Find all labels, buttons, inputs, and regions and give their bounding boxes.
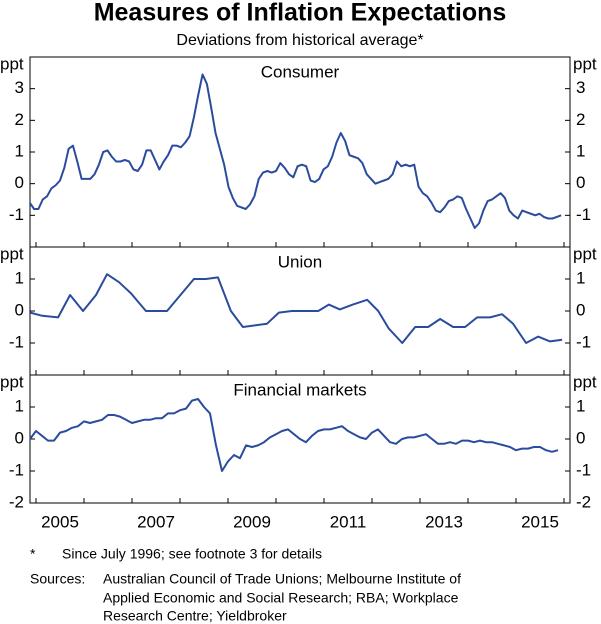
y-tick-label: 1	[576, 141, 585, 160]
y-tick-label: -2	[9, 492, 24, 511]
x-tick-label: 2013	[425, 512, 463, 531]
y-tick-label: -1	[9, 332, 24, 351]
x-tick-label: 2009	[233, 512, 271, 531]
y-tick-label: 0	[576, 173, 585, 192]
y-tick-label: 0	[15, 173, 24, 192]
y-tick-label: 1	[15, 141, 24, 160]
y-tick-label: 1	[15, 268, 24, 287]
x-tick-label: 2011	[330, 512, 367, 531]
panel-title: Union	[278, 252, 322, 271]
panel-title: Financial markets	[233, 380, 366, 399]
y-tick-label: 2	[15, 110, 24, 129]
sources-line: Applied Economic and Social Research; RB…	[103, 590, 459, 606]
sources-line: Australian Council of Trade Unions; Melb…	[103, 571, 461, 587]
y-tick-label: -1	[9, 205, 24, 224]
y-unit-left: ppt	[0, 54, 24, 73]
sources-label: Sources:	[30, 571, 85, 587]
x-tick-label: 2005	[41, 512, 79, 531]
y-tick-label: 1	[576, 396, 585, 415]
footnote-marker: *	[30, 546, 36, 562]
series-line	[29, 273, 563, 344]
chart-title: Measures of Inflation Expectations	[94, 0, 507, 27]
y-unit-left: ppt	[0, 244, 24, 263]
y-tick-label: 3	[15, 78, 24, 97]
y-tick-label: 0	[15, 300, 24, 319]
series-line	[29, 398, 559, 472]
y-unit-right: ppt	[573, 244, 597, 263]
y-unit-right: ppt	[573, 372, 597, 391]
panel-title: Consumer	[261, 62, 340, 81]
y-tick-label: 3	[576, 78, 585, 97]
series-line	[28, 73, 562, 229]
y-tick-label: 0	[576, 428, 585, 447]
y-tick-label: 0	[15, 428, 24, 447]
y-unit-right: ppt	[573, 54, 597, 73]
y-tick-label: 2	[576, 110, 585, 129]
footnote: Since July 1996; see footnote 3 for deta…	[62, 546, 322, 562]
y-tick-label: -1	[576, 332, 591, 351]
x-tick-label: 2015	[521, 512, 559, 531]
y-tick-label: -1	[576, 205, 591, 224]
x-tick-label: 2007	[137, 512, 175, 531]
y-tick-label: 1	[576, 268, 585, 287]
chart-subtitle: Deviations from historical average*	[176, 32, 423, 49]
sources-line: Research Centre; Yieldbroker	[103, 608, 287, 624]
y-tick-label: -1	[576, 460, 591, 479]
y-tick-label: 1	[15, 396, 24, 415]
panel-frame	[29, 56, 571, 248]
y-tick-label: 0	[576, 300, 585, 319]
y-tick-label: -1	[9, 460, 24, 479]
y-tick-label: -2	[576, 492, 591, 511]
y-unit-left: ppt	[0, 372, 24, 391]
